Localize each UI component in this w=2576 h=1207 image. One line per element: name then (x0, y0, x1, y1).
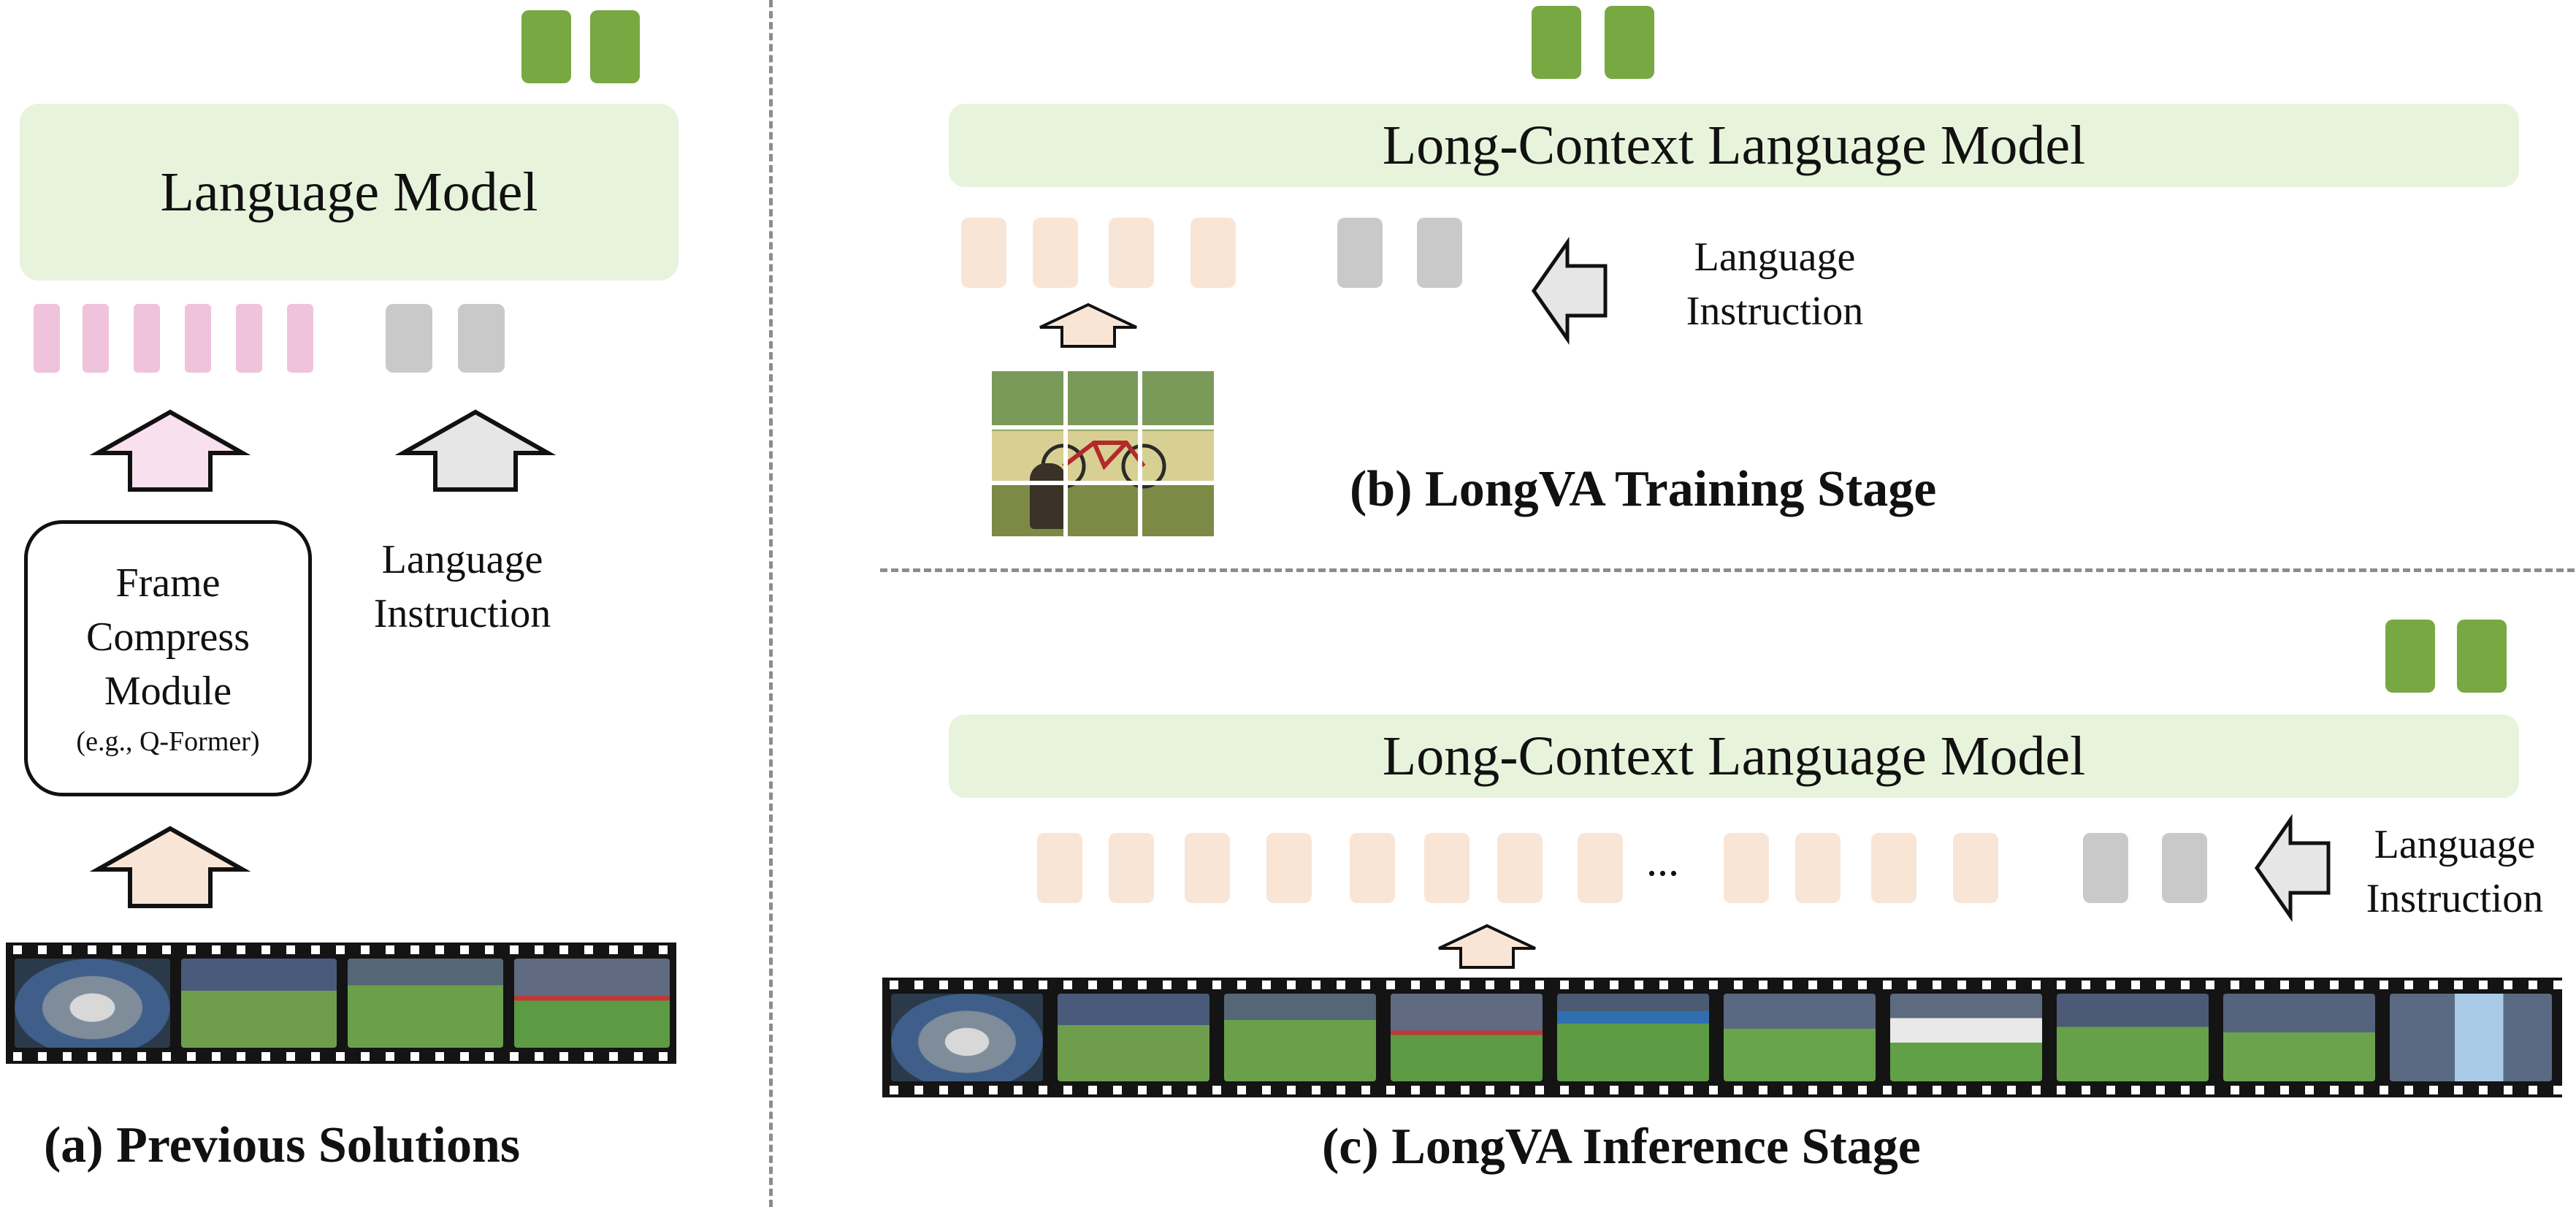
output-token (2457, 620, 2507, 693)
text-token (2162, 833, 2207, 903)
compressed-token (83, 304, 109, 373)
language-instruction-left-arrow (1531, 237, 1608, 345)
text-up-arrow (394, 409, 557, 492)
language-model-box: Language Model (20, 104, 679, 281)
panel-b-caption: (b) LongVA Training Stage (1350, 461, 1937, 517)
language-instruction-label: Language Instruction (1643, 231, 1906, 339)
panel-c-caption: (c) LongVA Inference Stage (1322, 1119, 1921, 1175)
panel-a-caption: (a) Previous Solutions (44, 1117, 521, 1173)
visual-token (1497, 833, 1543, 903)
video-frame (2390, 994, 2552, 1081)
language-instruction-label: Language Instruction (342, 533, 583, 641)
video-frame (1890, 994, 2042, 1081)
long-context-language-model-box: Long-Context Language Model (949, 715, 2519, 798)
compress-module-line3: Module (104, 668, 232, 714)
video-frame (2223, 994, 2375, 1081)
video-frame (1391, 994, 1543, 1081)
film-sprocket-row-top (882, 978, 2562, 992)
video-frame (1724, 994, 1876, 1081)
video-film-strip-short (6, 943, 676, 1064)
long-context-language-model-label: Long-Context Language Model (1382, 725, 2086, 787)
video-frame (1557, 994, 1709, 1081)
text-token (1337, 218, 1383, 288)
language-instruction-left-arrow (2254, 814, 2331, 922)
language-instruction-line2: Instruction (1686, 288, 1864, 334)
film-sprocket-row-bottom (6, 1049, 676, 1064)
text-token (2083, 833, 2128, 903)
visual-token (1190, 218, 1236, 288)
image-up-arrow (1039, 302, 1137, 348)
image-subject-dog (1030, 463, 1066, 529)
visual-token (1109, 833, 1154, 903)
compressed-token (134, 304, 160, 373)
image-grid-line (1138, 371, 1142, 536)
visual-token (1724, 833, 1769, 903)
language-model-label: Language Model (160, 161, 538, 223)
video-frame (514, 959, 670, 1048)
language-instruction-line1: Language (2374, 822, 2536, 867)
visual-token (1578, 833, 1623, 903)
text-token (458, 304, 505, 373)
video-frame (1224, 994, 1376, 1081)
video-frame (891, 994, 1043, 1081)
compressed-token (236, 304, 262, 373)
output-token (1605, 6, 1654, 79)
video-frame (1058, 994, 1209, 1081)
visual-up-arrow (89, 826, 251, 908)
visual-token (1185, 833, 1230, 903)
text-token (386, 304, 432, 373)
output-token (1532, 6, 1581, 79)
visual-token (1033, 218, 1078, 288)
visual-token (1109, 218, 1154, 288)
visual-token (1953, 833, 1998, 903)
visual-token (1424, 833, 1469, 903)
language-instruction-line2: Instruction (373, 590, 551, 636)
long-context-language-model-label: Long-Context Language Model (1382, 114, 2086, 176)
video-frame (181, 959, 337, 1048)
output-token (590, 10, 640, 83)
video-frame (15, 959, 170, 1048)
frame-compress-module: Frame Compress Module (e.g., Q-Former) (24, 520, 312, 796)
visual-token (1266, 833, 1312, 903)
visual-token (1350, 833, 1395, 903)
image-grid-line (992, 481, 1214, 485)
visual-token (961, 218, 1006, 288)
horizontal-divider (880, 568, 2575, 572)
language-instruction-label: Language Instruction (2334, 818, 2575, 926)
compressed-token (287, 304, 313, 373)
compressed-token (185, 304, 211, 373)
language-instruction-line1: Language (381, 537, 543, 582)
token-ellipsis: ... (1646, 837, 1679, 885)
visual-token (1795, 833, 1841, 903)
output-token (521, 10, 571, 83)
compress-module-line2: Compress (86, 614, 250, 660)
compress-up-arrow (89, 409, 251, 492)
video-frame (2057, 994, 2209, 1081)
film-sprocket-row-bottom (882, 1083, 2562, 1097)
text-token (1417, 218, 1462, 288)
output-token (2385, 620, 2435, 693)
film-sprocket-row-top (6, 943, 676, 957)
image-grid-line (992, 425, 1214, 430)
video-film-strip-long (882, 978, 2562, 1097)
video-up-arrow (1438, 924, 1536, 969)
compress-module-example: (e.g., Q-Former) (76, 726, 260, 757)
long-context-language-model-box: Long-Context Language Model (949, 104, 2519, 187)
visual-token (1871, 833, 1916, 903)
vertical-divider (769, 0, 773, 1207)
split-training-image (992, 371, 1214, 536)
compress-module-line1: Frame (115, 560, 221, 606)
image-grid-line (1063, 371, 1068, 536)
language-instruction-line1: Language (1694, 235, 1856, 280)
visual-token (1037, 833, 1082, 903)
language-instruction-line2: Instruction (2366, 875, 2544, 921)
compressed-token (34, 304, 60, 373)
video-frame (348, 959, 503, 1048)
